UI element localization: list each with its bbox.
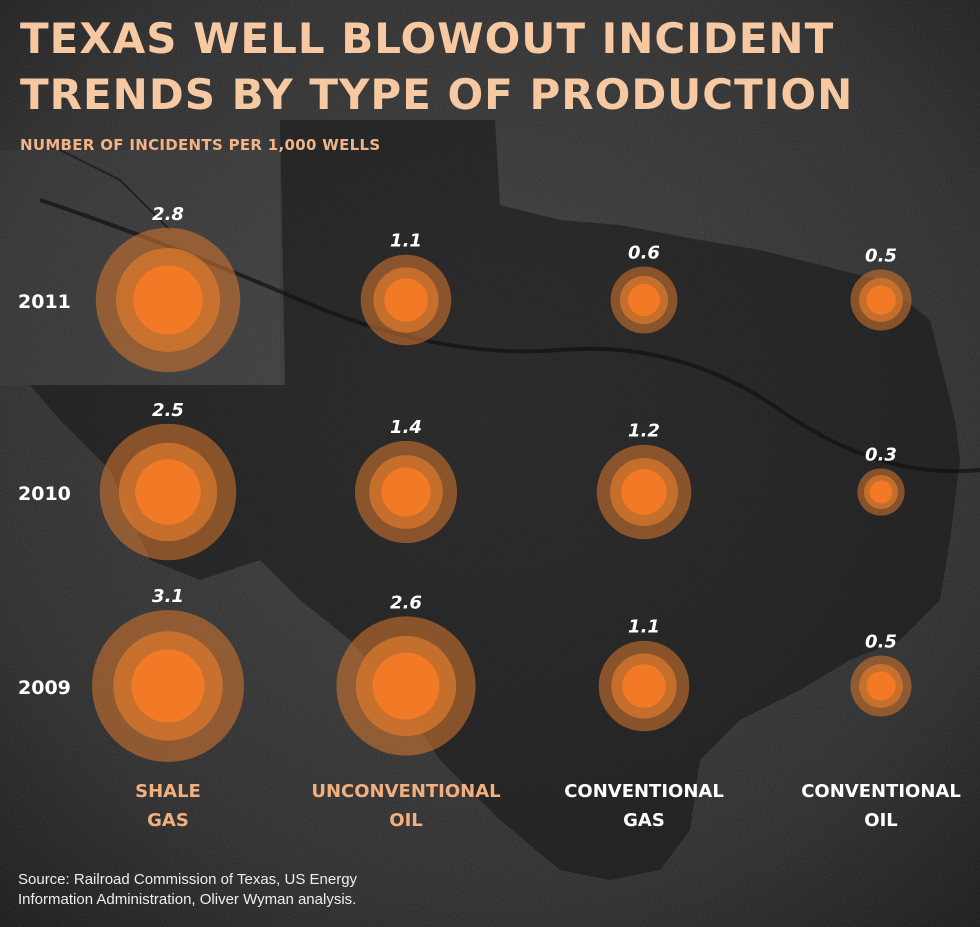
category-label-2-line2: GAS [623, 810, 665, 831]
value-label-2010-0: 2.5 [152, 400, 184, 421]
source-note: Source: Railroad Commission of Texas, US… [18, 870, 357, 910]
row-label-2010: 2010 [18, 483, 71, 505]
row-label-2009: 2009 [18, 677, 71, 699]
subtitle: NUMBER OF INCIDENTS PER 1,000 WELLS [20, 136, 381, 154]
value-label-2011-2: 0.6 [628, 243, 660, 264]
texas-silhouette [30, 120, 960, 880]
source-line-1: Source: Railroad Commission of Texas, US… [18, 871, 358, 888]
title-line-2: TRENDS BY TYPE OF PRODUCTION [20, 70, 854, 119]
bubble-core-2009-3 [866, 671, 896, 701]
category-label-0-line1: SHALE [135, 781, 201, 802]
bubble-core-2010-0 [135, 459, 201, 525]
bubble-core-2009-2 [622, 664, 666, 708]
category-label-3-line2: OIL [864, 810, 897, 831]
row-label-2011: 2011 [18, 291, 71, 313]
value-label-2009-1: 2.6 [390, 592, 422, 613]
value-label-2011-3: 0.5 [865, 245, 897, 266]
bubble-core-2011-0 [133, 265, 203, 335]
bubble-core-2011-2 [627, 283, 661, 317]
bubble-core-2010-1 [381, 467, 431, 517]
bubble-core-2010-3 [869, 480, 893, 504]
category-label-1-line2: OIL [389, 810, 422, 831]
bubble-core-2009-0 [131, 649, 205, 723]
bubble-core-2009-1 [372, 652, 440, 720]
value-label-2009-2: 1.1 [628, 617, 660, 638]
value-label-2011-1: 1.1 [390, 231, 422, 252]
value-label-2010-1: 1.4 [390, 417, 422, 438]
bubble-core-2011-1 [384, 278, 428, 322]
category-label-1-line1: UNCONVENTIONAL [311, 781, 500, 802]
value-label-2009-3: 0.5 [865, 631, 897, 652]
bubble-core-2010-2 [621, 469, 667, 515]
category-label-0-line2: GAS [147, 810, 189, 831]
title-line-1: TEXAS WELL BLOWOUT INCIDENT [20, 14, 835, 63]
category-label-2-line1: CONVENTIONAL [564, 781, 724, 802]
source-line-2: Information Administration, Oliver Wyman… [18, 891, 357, 908]
value-label-2010-2: 1.2 [628, 421, 660, 442]
value-label-2010-3: 0.3 [865, 444, 897, 465]
category-label-3-line1: CONVENTIONAL [801, 781, 961, 802]
value-label-2009-0: 3.1 [152, 586, 184, 607]
bubble-core-2011-3 [866, 285, 896, 315]
value-label-2011-0: 2.8 [152, 204, 184, 225]
